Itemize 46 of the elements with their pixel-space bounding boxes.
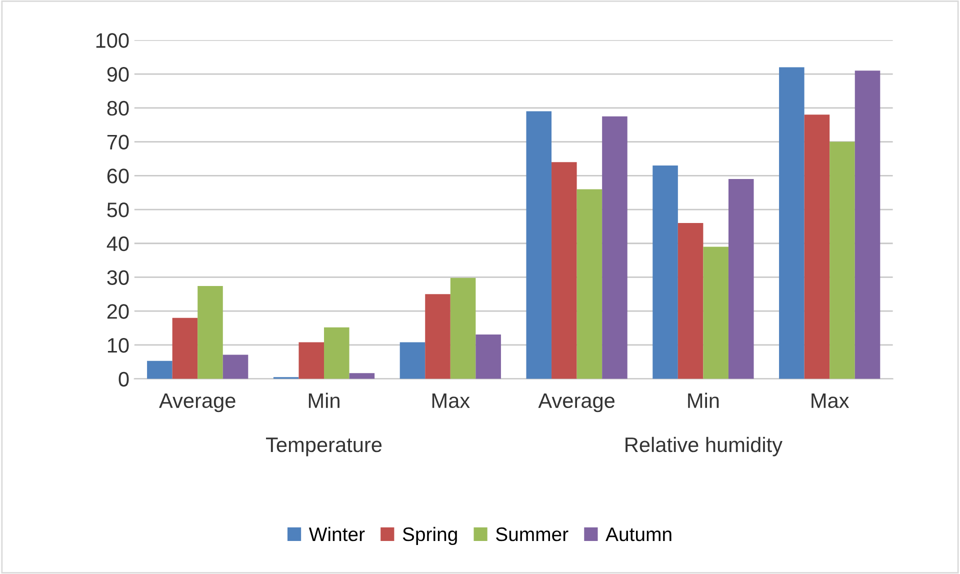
x-tick-label: Max xyxy=(432,393,470,408)
x-tick-label: Min xyxy=(688,392,719,408)
x-tick-label: Min xyxy=(308,392,340,408)
y-tick-label: 40 xyxy=(106,236,129,252)
bar xyxy=(678,223,704,379)
y-tick-label: 90 xyxy=(107,67,129,82)
legend-label: Winter xyxy=(308,526,365,542)
y-tick-label: 80 xyxy=(107,100,129,116)
y-tick-label: 100 xyxy=(96,33,129,48)
bar xyxy=(298,342,324,379)
bar xyxy=(450,278,476,379)
x-tick-label: Max xyxy=(812,393,850,408)
bar xyxy=(476,334,501,379)
y-tick-label: 10 xyxy=(108,338,129,353)
legend-label: Autumn xyxy=(606,528,672,542)
x-tick-label: Average xyxy=(159,393,236,412)
y-tick-label: 20 xyxy=(107,304,129,319)
legend-label: Spring xyxy=(402,526,457,546)
text: Temperature xyxy=(266,438,382,456)
bar xyxy=(703,246,728,379)
bar xyxy=(172,318,198,379)
bar xyxy=(779,67,804,379)
y-tick-label: 70 xyxy=(107,134,129,150)
bar xyxy=(147,360,172,379)
y-tick-label: 0 xyxy=(118,372,129,387)
bar xyxy=(652,165,678,379)
bar xyxy=(576,189,602,379)
x-tick-label: Average xyxy=(538,393,614,412)
bar xyxy=(552,162,577,379)
bar xyxy=(804,114,830,379)
bar xyxy=(602,116,628,379)
bar xyxy=(349,373,375,379)
bar xyxy=(425,294,450,379)
text: Relative humidity xyxy=(626,436,782,456)
bar xyxy=(830,142,855,379)
bar xyxy=(222,354,248,379)
bar xyxy=(198,286,223,379)
bar xyxy=(324,327,350,379)
y-tick-label: 50 xyxy=(107,202,129,218)
legend-label: Summer xyxy=(496,527,568,542)
y-tick-label: 30 xyxy=(107,270,129,285)
bar xyxy=(854,70,880,379)
y-tick-label: 60 xyxy=(107,168,129,184)
bar xyxy=(526,111,552,379)
bar xyxy=(400,342,426,379)
bar xyxy=(728,179,754,379)
